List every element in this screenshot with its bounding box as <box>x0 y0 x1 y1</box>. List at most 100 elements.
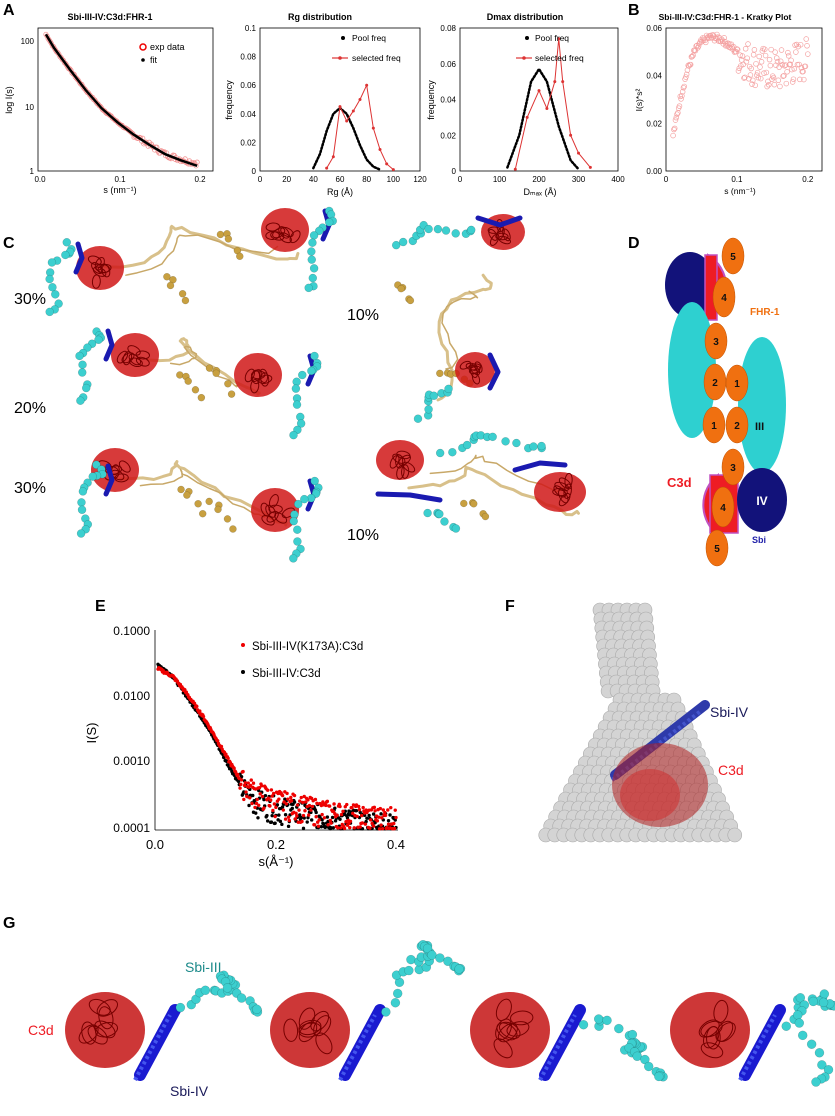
scr-label: 3 <box>713 337 719 348</box>
kratky-point <box>769 76 775 82</box>
scatter-point <box>251 781 256 785</box>
exp-data-point <box>194 159 200 165</box>
bead <box>397 284 405 293</box>
kratky-point <box>749 81 755 87</box>
chart-a3-legend-pool: Pool freq <box>535 33 569 43</box>
scatter-point <box>345 802 349 807</box>
scatter-point <box>378 806 383 811</box>
bead <box>451 524 461 533</box>
scatter-point <box>273 814 277 819</box>
kratky-point <box>787 61 794 68</box>
scatter-point <box>268 798 273 802</box>
scatter-point <box>244 790 248 794</box>
chart-b-ylabel: I(s)*s² <box>634 89 644 112</box>
kratky-point <box>745 41 751 47</box>
kratky-point <box>774 58 781 65</box>
scatter-point <box>371 812 376 816</box>
kratky-point <box>747 72 754 78</box>
scatter-point <box>336 826 340 830</box>
kratky-point <box>768 46 774 53</box>
bead <box>308 238 317 247</box>
scatter-point <box>295 814 299 818</box>
chart-b-title: Sbi-III-IV:C3d:FHR-1 - Kratky Plot <box>659 12 792 22</box>
bead <box>296 419 306 428</box>
kratky-point <box>751 47 758 53</box>
c3d-model <box>270 992 350 1068</box>
scatter-point <box>383 813 388 818</box>
bead <box>51 290 60 299</box>
scatter-point <box>277 797 281 801</box>
scatter-point <box>354 808 359 813</box>
selected-freq-point <box>331 155 335 159</box>
c3d-model <box>76 246 124 290</box>
scatter-point <box>283 817 288 821</box>
kratky-point <box>763 69 770 76</box>
pct-label: 30% <box>14 291 47 308</box>
scatter-point <box>386 818 391 823</box>
bead <box>806 1039 817 1049</box>
legend-red-marker <box>241 643 245 647</box>
ytick-label: 0.04 <box>646 72 662 81</box>
scatter-point <box>357 808 362 812</box>
scatter-point <box>290 806 295 811</box>
scatter-point <box>373 821 377 825</box>
bead <box>627 1029 638 1040</box>
sbi-iv-helix <box>338 1004 386 1081</box>
kratky-point <box>803 36 809 42</box>
bead <box>307 366 316 376</box>
bead <box>76 396 85 405</box>
xtick-label: 100 <box>493 175 507 184</box>
bead <box>183 491 191 499</box>
chart-e-ytick: 0.0100 <box>113 689 150 703</box>
kratky-point <box>673 114 680 121</box>
bead <box>406 954 416 965</box>
scatter-point <box>359 813 364 818</box>
scatter-point <box>386 822 391 826</box>
scatter-point <box>249 778 253 782</box>
scatter-point <box>246 781 250 785</box>
scatter-point <box>332 802 336 806</box>
kratky-point <box>742 74 748 81</box>
scatter-point <box>254 811 258 815</box>
bead <box>289 554 298 563</box>
selected-freq-point <box>325 166 329 170</box>
panel-letter-c: C <box>3 235 15 252</box>
ytick-label: 0 <box>452 167 457 176</box>
scatter-point <box>243 781 247 785</box>
bead <box>307 247 316 256</box>
scatter-point <box>298 813 302 817</box>
kratky-point <box>767 62 774 69</box>
scatter-point <box>269 820 274 824</box>
kratky-point <box>754 69 761 76</box>
scatter-point <box>333 819 338 823</box>
c3d-label: C3d <box>667 475 692 490</box>
chart-e-ytick: 0.0001 <box>113 821 150 835</box>
scatter-point <box>238 786 242 790</box>
scatter-point <box>201 714 206 719</box>
scatter-point <box>280 793 285 798</box>
scatter-point <box>273 821 277 825</box>
panel-g-c3d-label: C3d <box>28 1022 54 1038</box>
bead <box>466 225 476 235</box>
scr-label: 3 <box>730 463 736 474</box>
scatter-point <box>226 756 230 760</box>
chart-a1-ytick: 1 <box>30 167 35 176</box>
selected-freq-point <box>577 151 580 155</box>
sbi-iv-top-domain <box>665 252 715 318</box>
kratky-point <box>797 41 804 48</box>
legend-pool-marker <box>341 36 345 40</box>
scatter-point <box>335 813 339 818</box>
bead <box>81 383 91 393</box>
bead <box>289 430 298 440</box>
chart-b-xlabel: s (nm⁻¹) <box>724 186 756 196</box>
kratky-point <box>750 52 757 58</box>
chart-a1-fit-line <box>44 33 198 167</box>
bead <box>440 517 449 526</box>
panel-d-schematic: 5 4 3 2 1 1 2 3 4 5 FHR-1 III C3d IV Sbi <box>665 237 787 567</box>
bead <box>391 240 401 250</box>
kratky-point <box>778 47 785 53</box>
bead <box>163 273 171 281</box>
chart-e-xtick: 0.2 <box>267 837 285 852</box>
bead <box>797 1030 808 1041</box>
scatter-point <box>316 824 321 828</box>
